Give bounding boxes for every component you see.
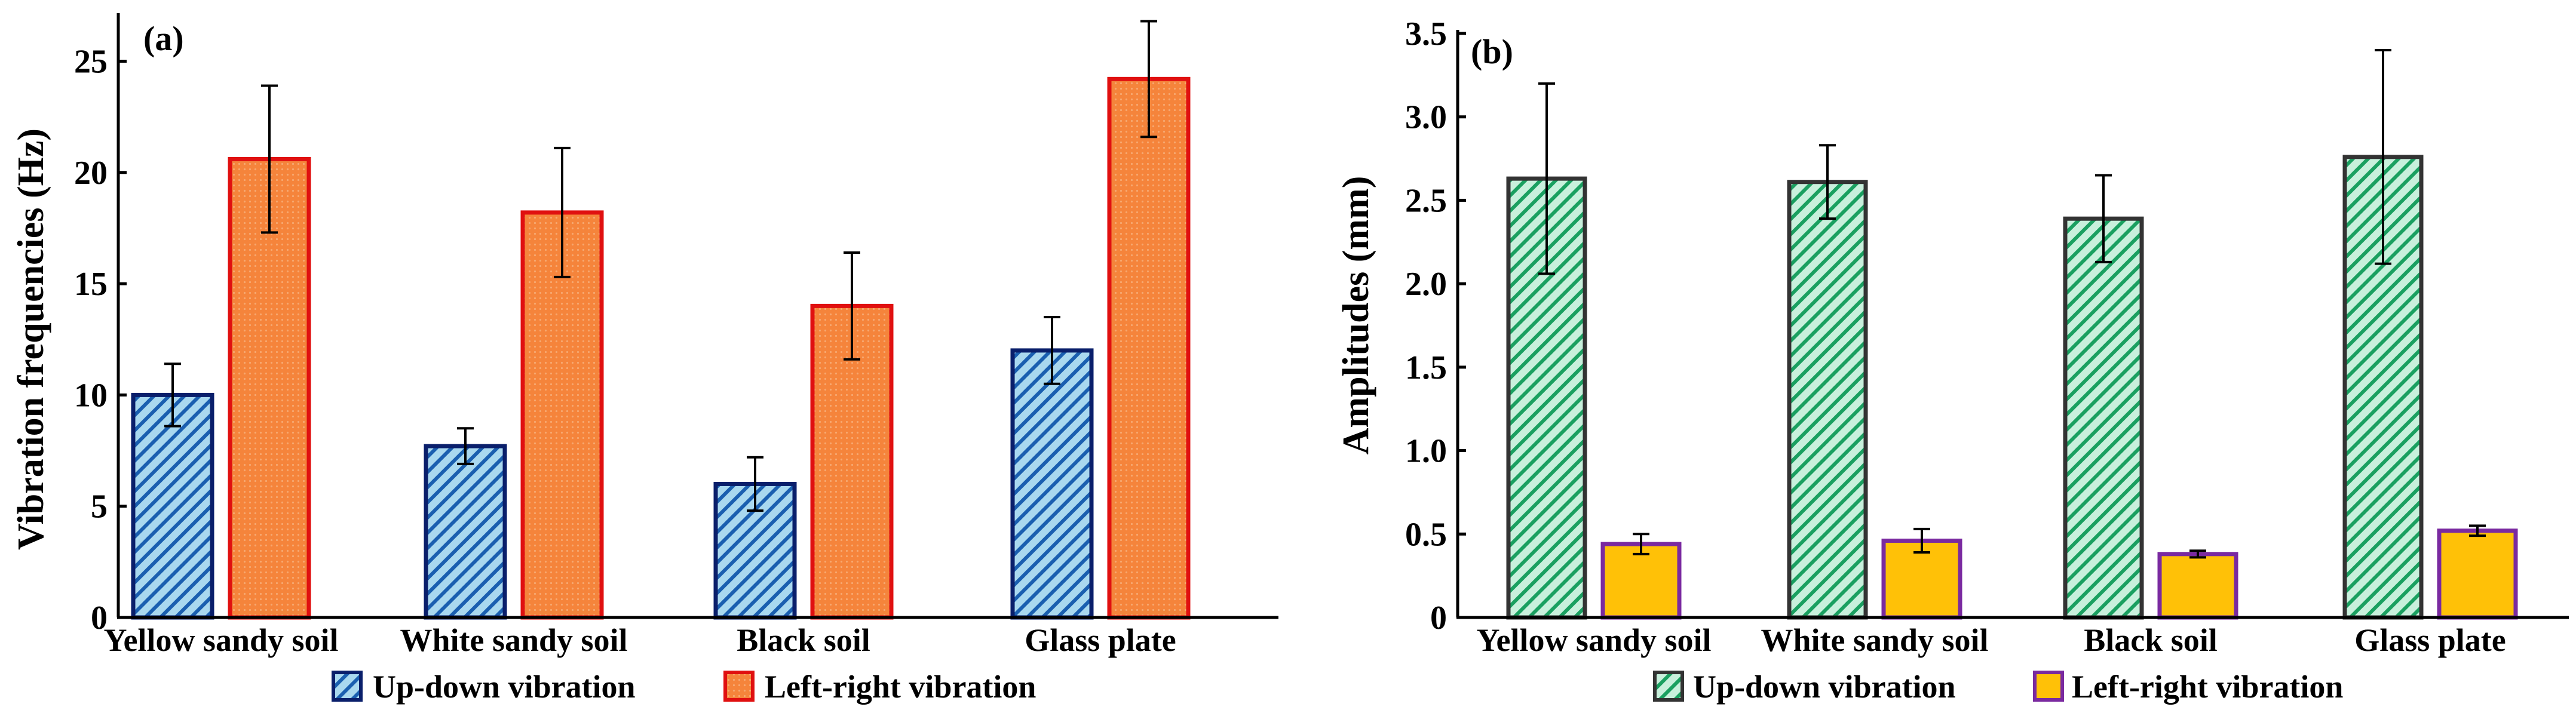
panel-label-b: (b): [1471, 32, 1513, 71]
y-tick-label-b-4: 2.0: [1405, 266, 1447, 303]
error-bar-a-s1-c2: [844, 251, 860, 361]
error-bar-b-s1-c2: [2189, 549, 2206, 559]
x-tick-label-a-0: Yellow sandy soil: [103, 622, 338, 658]
chart-panel-a: 0 5 10 15 20 25 Yellow sandy soil White sandy s…: [11, 13, 1278, 705]
y-tick-label-a-1: 5: [91, 488, 108, 526]
error-bar-a-s0-c2: [747, 456, 763, 512]
error-bar-b-s0-c2: [2095, 174, 2112, 263]
error-bar-b-s0-c1: [1819, 144, 1836, 220]
error-bar-a-s1-c3: [1140, 20, 1157, 139]
legend-a: Up-down vibration Left-right vibration: [332, 669, 1036, 705]
y-tick-label-b-1: 0.5: [1405, 516, 1447, 553]
legend-swatch-a-leftright: [723, 671, 755, 702]
y-axis-title-a: Vibration frequencies (Hz): [11, 128, 51, 550]
error-bar-a-s1-c0: [261, 84, 278, 234]
bar-a-s1-c3: [1107, 76, 1191, 620]
y-tick-label-b-0: 0: [1430, 600, 1447, 637]
bar-b-s0-c2: [2063, 216, 2144, 620]
x-tick-label-b-0: Yellow sandy soil: [1476, 622, 1711, 658]
x-tick-label-b-3: Glass plate: [2354, 622, 2506, 658]
y-tick-label-b-5: 2.5: [1405, 182, 1447, 219]
panel-label-a: (a): [143, 19, 184, 58]
chart-marks-a: 0 5 10 15 20 25 Yellow sandy soil White sandy s…: [74, 13, 1278, 658]
error-bar-b-s0-c0: [1538, 82, 1555, 275]
bar-a-s0-c0: [131, 392, 214, 620]
y-tick-label-a-0: 0: [91, 600, 108, 637]
y-tick-label-a-4: 20: [74, 155, 108, 192]
error-bar-a-s0-c3: [1044, 316, 1060, 385]
bar-b-s1-c3: [2437, 528, 2518, 620]
y-tick-label-b-6: 3.0: [1405, 99, 1447, 136]
x-tick-label-b-2: Black soil: [2084, 622, 2218, 658]
y-tick-label-a-5: 25: [74, 44, 108, 81]
error-bar-a-s0-c1: [457, 427, 474, 465]
bar-a-s0-c1: [424, 444, 507, 620]
bar-b-s0-c1: [1787, 180, 1868, 620]
chart-panel-b: 0 0.5 1.0 1.5 2.0 2.5 3.0 3.5 Yellow sandy soil W…: [1336, 16, 2569, 705]
x-tick-label-a-2: Black soil: [737, 622, 870, 658]
legend-label-b-updown: Up-down vibration: [1693, 669, 1956, 705]
error-bar-b-s1-c3: [2469, 524, 2486, 537]
y-tick-label-a-3: 15: [74, 266, 108, 303]
y-axis-title-b: Amplitudes (mm): [1336, 176, 1376, 455]
legend-label-a-leftright: Left-right vibration: [765, 669, 1036, 705]
legend-swatch-b-updown: [1653, 671, 1684, 702]
legend-swatch-b-leftright: [2033, 671, 2064, 702]
legend-swatch-a-updown: [332, 671, 363, 702]
x-tick-label-b-1: White sandy soil: [1761, 622, 1988, 658]
y-tick-label-b-7: 3.5: [1405, 16, 1447, 53]
error-bar-b-s0-c3: [2375, 48, 2391, 265]
error-bar-b-s1-c1: [1913, 527, 1930, 554]
bar-a-s0-c3: [1010, 348, 1094, 620]
y-tick-label-b-2: 1.0: [1405, 433, 1447, 470]
error-bar-a-s1-c1: [554, 146, 571, 278]
legend-label-a-updown: Up-down vibration: [373, 669, 636, 705]
bar-b-s1-c2: [2157, 552, 2238, 620]
legend-label-b-leftright: Left-right vibration: [2072, 669, 2343, 705]
bar-a-s1-c1: [520, 210, 604, 620]
y-tick-label-a-2: 10: [74, 377, 108, 414]
legend-b: Up-down vibration Left-right vibration: [1653, 669, 2343, 705]
error-bar-a-s0-c0: [164, 362, 181, 428]
y-tick-label-b-3: 1.5: [1405, 349, 1447, 386]
x-tick-label-a-3: Glass plate: [1025, 622, 1176, 658]
error-bar-b-s1-c0: [1633, 533, 1649, 555]
chart-marks-b: 0 0.5 1.0 1.5 2.0 2.5 3.0 3.5 Yellow sandy soil W…: [1405, 16, 2569, 658]
x-tick-label-a-1: White sandy soil: [400, 622, 627, 658]
